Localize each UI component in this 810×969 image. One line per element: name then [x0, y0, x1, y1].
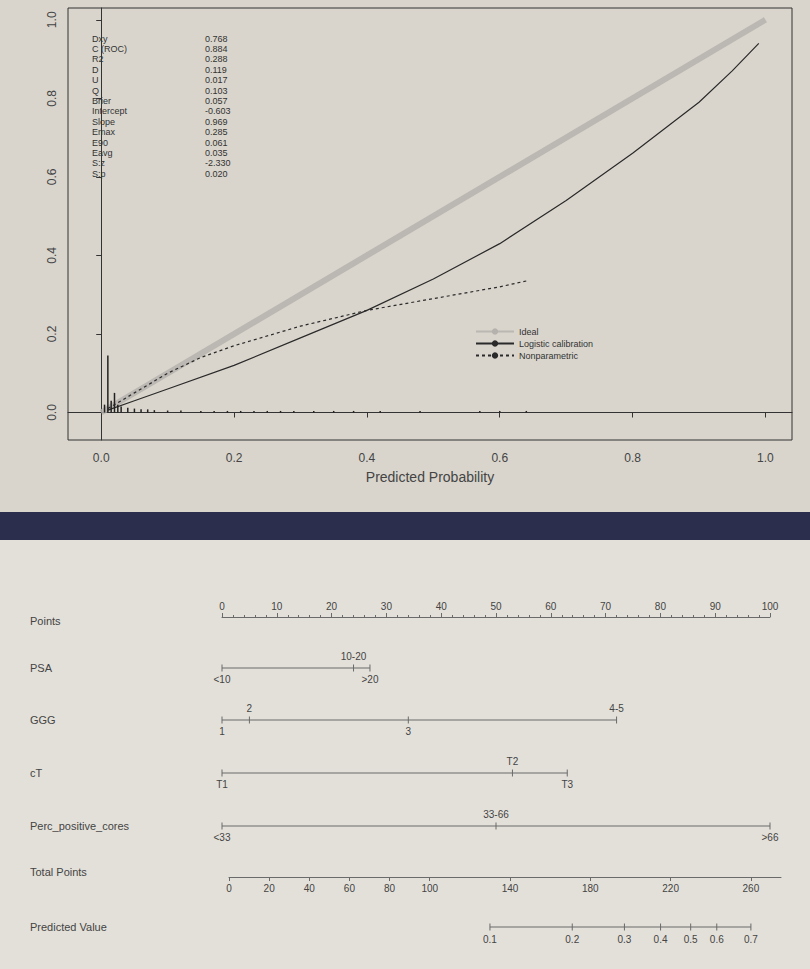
svg-text:0.8: 0.8 — [45, 90, 59, 107]
svg-text:Logistic calibration: Logistic calibration — [519, 339, 593, 349]
svg-text:0.5: 0.5 — [684, 934, 698, 945]
svg-text:0.061: 0.061 — [205, 138, 228, 148]
svg-text:40: 40 — [304, 883, 316, 894]
svg-text:cT: cT — [30, 767, 43, 779]
svg-text:0.103: 0.103 — [205, 86, 228, 96]
svg-text:-0.603: -0.603 — [205, 106, 231, 116]
svg-text:Emax: Emax — [92, 127, 116, 137]
svg-text:1.0: 1.0 — [45, 11, 59, 28]
svg-text:T1: T1 — [216, 779, 228, 790]
svg-text:0: 0 — [219, 601, 225, 612]
svg-text:0.3: 0.3 — [617, 934, 631, 945]
svg-text:Eavg: Eavg — [92, 148, 113, 158]
svg-text:Predicted Value: Predicted Value — [30, 921, 107, 933]
svg-text:Slope: Slope — [92, 117, 115, 127]
svg-text:S:z: S:z — [92, 158, 106, 168]
svg-text:80: 80 — [384, 883, 396, 894]
svg-text:<33: <33 — [214, 832, 231, 843]
svg-text:E90: E90 — [92, 138, 108, 148]
svg-text:1.0: 1.0 — [757, 451, 774, 465]
svg-text:GGG: GGG — [30, 714, 56, 726]
svg-text:U: U — [92, 75, 99, 85]
svg-text:0.1: 0.1 — [483, 934, 497, 945]
svg-text:70: 70 — [600, 601, 612, 612]
svg-text:0.7: 0.7 — [744, 934, 758, 945]
svg-text:Intercept: Intercept — [92, 106, 128, 116]
svg-text:1: 1 — [219, 726, 225, 737]
svg-text:0.6: 0.6 — [491, 451, 508, 465]
svg-text:4-5: 4-5 — [609, 703, 624, 714]
svg-text:220: 220 — [662, 883, 679, 894]
svg-text:PSA: PSA — [30, 662, 53, 674]
svg-text:Total Points: Total Points — [30, 866, 87, 878]
svg-text:20: 20 — [326, 601, 338, 612]
svg-text:0.017: 0.017 — [205, 75, 228, 85]
svg-text:Points: Points — [30, 615, 61, 627]
svg-text:0.2: 0.2 — [226, 451, 243, 465]
svg-text:Brier: Brier — [92, 96, 111, 106]
svg-text:0.119: 0.119 — [205, 65, 227, 75]
svg-text:C (ROC): C (ROC) — [92, 44, 127, 54]
svg-text:100: 100 — [421, 883, 438, 894]
svg-text:90: 90 — [710, 601, 722, 612]
svg-text:Dxy: Dxy — [92, 34, 108, 44]
svg-text:Predicted Probability: Predicted Probability — [366, 469, 494, 485]
svg-text:140: 140 — [502, 883, 519, 894]
svg-text:0.0: 0.0 — [93, 451, 110, 465]
svg-text:3: 3 — [406, 726, 412, 737]
svg-text:30: 30 — [381, 601, 393, 612]
svg-text:0.4: 0.4 — [359, 451, 376, 465]
svg-text:Nonparametric: Nonparametric — [519, 351, 579, 361]
svg-text:0: 0 — [226, 883, 232, 894]
svg-text:0.2: 0.2 — [565, 934, 579, 945]
svg-text:Q: Q — [92, 86, 99, 96]
svg-text:20: 20 — [264, 883, 276, 894]
svg-text:10: 10 — [271, 601, 283, 612]
svg-text:0.4: 0.4 — [45, 247, 59, 264]
svg-text:260: 260 — [743, 883, 760, 894]
svg-text:0.057: 0.057 — [205, 96, 228, 106]
svg-text:Perc_positive_cores: Perc_positive_cores — [30, 820, 130, 832]
svg-text:S:p: S:p — [92, 169, 106, 179]
svg-text:60: 60 — [344, 883, 356, 894]
svg-text:2: 2 — [247, 703, 253, 714]
svg-text:>20: >20 — [361, 674, 378, 685]
svg-text:T2: T2 — [507, 756, 519, 767]
svg-text:0.285: 0.285 — [205, 127, 228, 137]
svg-text:0.6: 0.6 — [710, 934, 724, 945]
svg-text:0.8: 0.8 — [624, 451, 641, 465]
svg-text:60: 60 — [545, 601, 557, 612]
svg-text:>66: >66 — [762, 832, 779, 843]
svg-text:80: 80 — [655, 601, 667, 612]
svg-text:Ideal: Ideal — [519, 327, 539, 337]
svg-text:0.288: 0.288 — [205, 54, 228, 64]
svg-text:0.969: 0.969 — [205, 117, 228, 127]
svg-text:100: 100 — [762, 601, 779, 612]
svg-text:10-20: 10-20 — [341, 651, 367, 662]
svg-text:180: 180 — [582, 883, 599, 894]
svg-text:R2: R2 — [92, 54, 104, 64]
svg-text:0.6: 0.6 — [45, 168, 59, 185]
svg-text:40: 40 — [436, 601, 448, 612]
svg-text:-2.330: -2.330 — [205, 158, 231, 168]
svg-text:D: D — [92, 65, 99, 75]
svg-text:0.0: 0.0 — [45, 404, 59, 421]
svg-text:0.4: 0.4 — [654, 934, 668, 945]
svg-text:33-66: 33-66 — [483, 809, 509, 820]
svg-text:50: 50 — [490, 601, 502, 612]
svg-text:0.2: 0.2 — [45, 325, 59, 342]
svg-text:0.035: 0.035 — [205, 148, 228, 158]
svg-text:<10: <10 — [214, 674, 231, 685]
svg-text:0.020: 0.020 — [205, 169, 228, 179]
svg-text:0.884: 0.884 — [205, 44, 228, 54]
svg-text:T3: T3 — [561, 779, 573, 790]
svg-text:0.768: 0.768 — [205, 34, 228, 44]
